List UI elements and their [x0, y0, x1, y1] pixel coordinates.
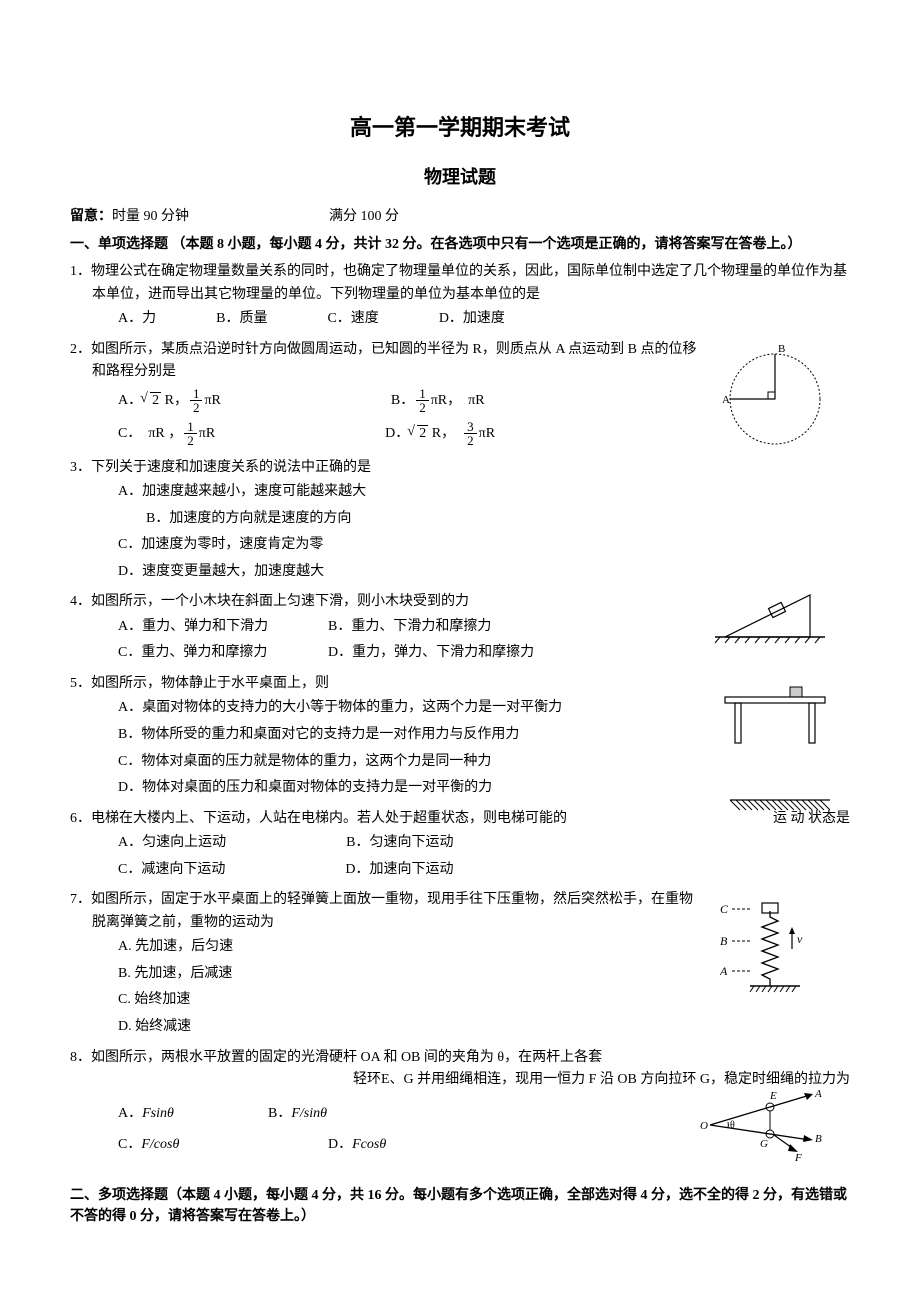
- svg-text:G: G: [760, 1138, 768, 1150]
- q6-opt-b: B．匀速向下运动: [346, 830, 453, 857]
- q7-figure: C B A v: [720, 901, 830, 1004]
- notice-label: 留意：: [70, 206, 112, 228]
- svg-text:v: v: [797, 932, 803, 946]
- q1-opt-c: C．速度: [327, 306, 378, 333]
- question-8: 8．如图所示，两根水平放置的固定的光滑硬杆 OA 和 OB 间的夹角为 θ，在两…: [70, 1047, 850, 1161]
- q5-figure: [720, 683, 830, 761]
- question-7: 7．如图所示，固定于水平桌面上的轻弹簧上面放一重物，现用手往下压重物，然后突然松…: [70, 889, 850, 1040]
- notice-row: 留意： 时量 90 分钟 满分 100 分: [70, 206, 850, 228]
- q3-opt-d: D．速度变更量越大，加速度越大: [118, 559, 850, 586]
- q8-opt-c: C．F/cosθ: [118, 1130, 268, 1161]
- q1-opt-b: B．质量: [216, 306, 267, 333]
- svg-text:O: O: [700, 1120, 708, 1132]
- q2-opt-c: C． πR ，12πR: [118, 417, 215, 451]
- q3-options: A．加速度越来越小，速度可能越来越大 B．加速度的方向就是速度的方向 C．加速度…: [70, 479, 850, 585]
- svg-text:F: F: [794, 1152, 802, 1164]
- q1-text: 1．物理公式在确定物理量数量关系的同时，也确定了物理量单位的关系，因此，国际单位…: [70, 261, 850, 306]
- question-2: 2．如图所示，某质点沿逆时针方向做圆周运动，已知圆的半径为 R，则质点从 A 点…: [70, 339, 850, 451]
- question-1: 1．物理公式在确定物理量数量关系的同时，也确定了物理量单位的关系，因此，国际单位…: [70, 261, 850, 332]
- question-6: 6．电梯在大楼内上、下运动，人站在电梯内。若人处于超重状态，则电梯可能的 运 动…: [70, 808, 850, 884]
- q4-opt-a: A．重力、弹力和下滑力: [118, 614, 328, 641]
- incline-diagram-icon: [710, 587, 830, 647]
- q6-opt-c: C．减速向下运动: [118, 857, 225, 884]
- q2-opt-a: A．2 R，12πR: [118, 384, 221, 418]
- notice-time: 时量 90 分钟: [112, 206, 189, 228]
- spring-diagram-icon: C B A v: [720, 901, 830, 996]
- q3-opt-b: B．加速度的方向就是速度的方向: [118, 506, 850, 533]
- table-diagram-icon: [720, 683, 830, 753]
- q6-opt-d: D．加速向下运动: [345, 857, 453, 884]
- svg-text:A: A: [814, 1088, 822, 1100]
- svg-text:B: B: [720, 934, 728, 948]
- q2-figure: A B: [720, 339, 830, 457]
- svg-text:θ: θ: [730, 1120, 735, 1131]
- section2-header: 二、多项选择题（本题 4 小题，每小题 4 分，共 16 分。每小题有多个选项正…: [70, 1185, 850, 1227]
- svg-text:B: B: [778, 343, 785, 355]
- q1-options: A．力 B．质量 C．速度 D．加速度: [70, 306, 850, 333]
- q4-opt-c: C．重力、弹力和摩擦力: [118, 640, 328, 667]
- q8-text: 8．如图所示，两根水平放置的固定的光滑硬杆 OA 和 OB 间的夹角为 θ，在两…: [70, 1047, 850, 1069]
- q8-opt-b: B．F/sinθ: [268, 1099, 478, 1130]
- q2-opt-d: D．2 R， 32πR: [385, 417, 495, 451]
- q8-figure: O θ E A G B F: [700, 1085, 830, 1173]
- svg-text:E: E: [769, 1090, 777, 1102]
- q8-opt-a: A．Fsinθ: [118, 1099, 268, 1130]
- notice-score: 满分 100 分: [329, 206, 399, 228]
- q2-opt-b: B．12πR， πR: [391, 384, 485, 418]
- q3-opt-c: C．加速度为零时，速度肯定为零: [118, 532, 850, 559]
- q4-opt-b: B．重力、下滑力和摩擦力: [328, 614, 491, 641]
- sub-title: 物理试题: [70, 163, 850, 192]
- question-5: 5．如图所示，物体静止于水平桌面上，则 A．桌面对物体的支持力的大小等于物体的重…: [70, 673, 850, 802]
- question-3: 3．下列关于速度和加速度关系的说法中正确的是 A．加速度越来越小，速度可能越来越…: [70, 457, 850, 586]
- circle-diagram-icon: A B: [720, 339, 830, 449]
- q6-figure: [730, 798, 830, 831]
- q3-text: 3．下列关于速度和加速度关系的说法中正确的是: [70, 457, 850, 479]
- hatch-icon: [730, 798, 830, 823]
- q3-opt-a: A．加速度越来越小，速度可能越来越大: [118, 479, 850, 506]
- q1-opt-d: D．加速度: [439, 306, 505, 333]
- svg-text:A: A: [720, 964, 728, 978]
- main-title: 高一第一学期期末考试: [70, 110, 850, 145]
- q4-figure: [710, 587, 830, 655]
- svg-text:C: C: [720, 902, 729, 916]
- svg-text:A: A: [722, 394, 730, 406]
- section1-header: 一、单项选择题 （本题 8 小题，每小题 4 分，共计 32 分。在各选项中只有…: [70, 234, 850, 255]
- q6-opt-a: A．匀速向上运动: [118, 830, 226, 857]
- svg-text:B: B: [815, 1133, 822, 1145]
- q8-opt-d: D．Fcosθ: [268, 1130, 478, 1161]
- q6-options: A．匀速向上运动 B．匀速向下运动 C．减速向下运动 D．加速向下运动: [70, 830, 850, 883]
- rods-diagram-icon: O θ E A G B F: [700, 1085, 830, 1165]
- question-4: 4．如图所示，一个小木块在斜面上匀速下滑，则小木块受到的力 A．重力、弹力和下滑…: [70, 591, 850, 667]
- q1-opt-a: A．力: [118, 306, 156, 333]
- q4-opt-d: D．重力，弹力、下滑力和摩擦力: [328, 640, 534, 667]
- q7-opt-d: D. 始终减速: [118, 1014, 850, 1041]
